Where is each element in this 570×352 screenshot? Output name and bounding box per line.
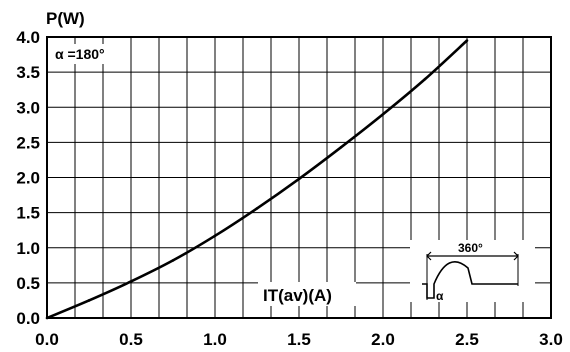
x-tick-label: 3.0: [539, 330, 563, 349]
plot-frame: [46, 36, 552, 319]
data-point: [381, 112, 385, 116]
series-line: [46, 39, 468, 320]
alpha-annotation: α =180°: [55, 46, 105, 62]
data-point: [297, 177, 301, 181]
data-point: [87, 299, 91, 302]
inset-period-label: 360°: [458, 241, 483, 255]
data-point: [465, 39, 469, 42]
x-tick-label: 1.5: [287, 330, 311, 349]
inset-waveform: [422, 261, 518, 299]
inset-backdrop: [410, 240, 535, 302]
y-tick-label: 4.0: [16, 28, 40, 47]
data-point: [45, 316, 49, 320]
y-tick-label: 3.0: [16, 98, 40, 117]
y-axis-label: P(W): [46, 9, 85, 28]
y-tick-label: 0.5: [16, 274, 40, 293]
y-tick-label: 3.5: [16, 63, 40, 82]
data-point: [213, 234, 217, 238]
y-tick-label: 1.5: [16, 204, 40, 223]
data-point: [171, 259, 175, 262]
conduction-angle-inset: 360° α: [410, 240, 535, 303]
y-tick-label: 2.5: [16, 133, 40, 152]
tick-labels: 0.0 0.5 1.0 1.5 2.0 2.5 3.0 0.0 0.5 1.0 1.5 2.0 2.5 3…: [16, 28, 562, 349]
data-point: [129, 280, 133, 283]
x-tick-label: 2.0: [371, 330, 395, 349]
x-label-backdrop: [258, 282, 356, 306]
x-tick-label: 0.5: [119, 330, 143, 349]
data-point: [255, 207, 259, 210]
y-tick-label: 0.0: [16, 309, 40, 328]
data-point: [339, 145, 343, 149]
x-axis-label: IT(av)(A): [263, 286, 332, 305]
inset-angle-label: α: [436, 289, 444, 303]
x-tick-label: 1.0: [203, 330, 227, 349]
data-point: [423, 77, 427, 81]
annotation-backdrop: [52, 44, 128, 64]
x-tick-label: 0.0: [35, 330, 59, 349]
x-tick-label: 2.5: [455, 330, 479, 349]
y-tick-label: 2.0: [16, 169, 40, 188]
series-points: [45, 39, 469, 320]
y-tick-label: 1.0: [16, 239, 40, 258]
